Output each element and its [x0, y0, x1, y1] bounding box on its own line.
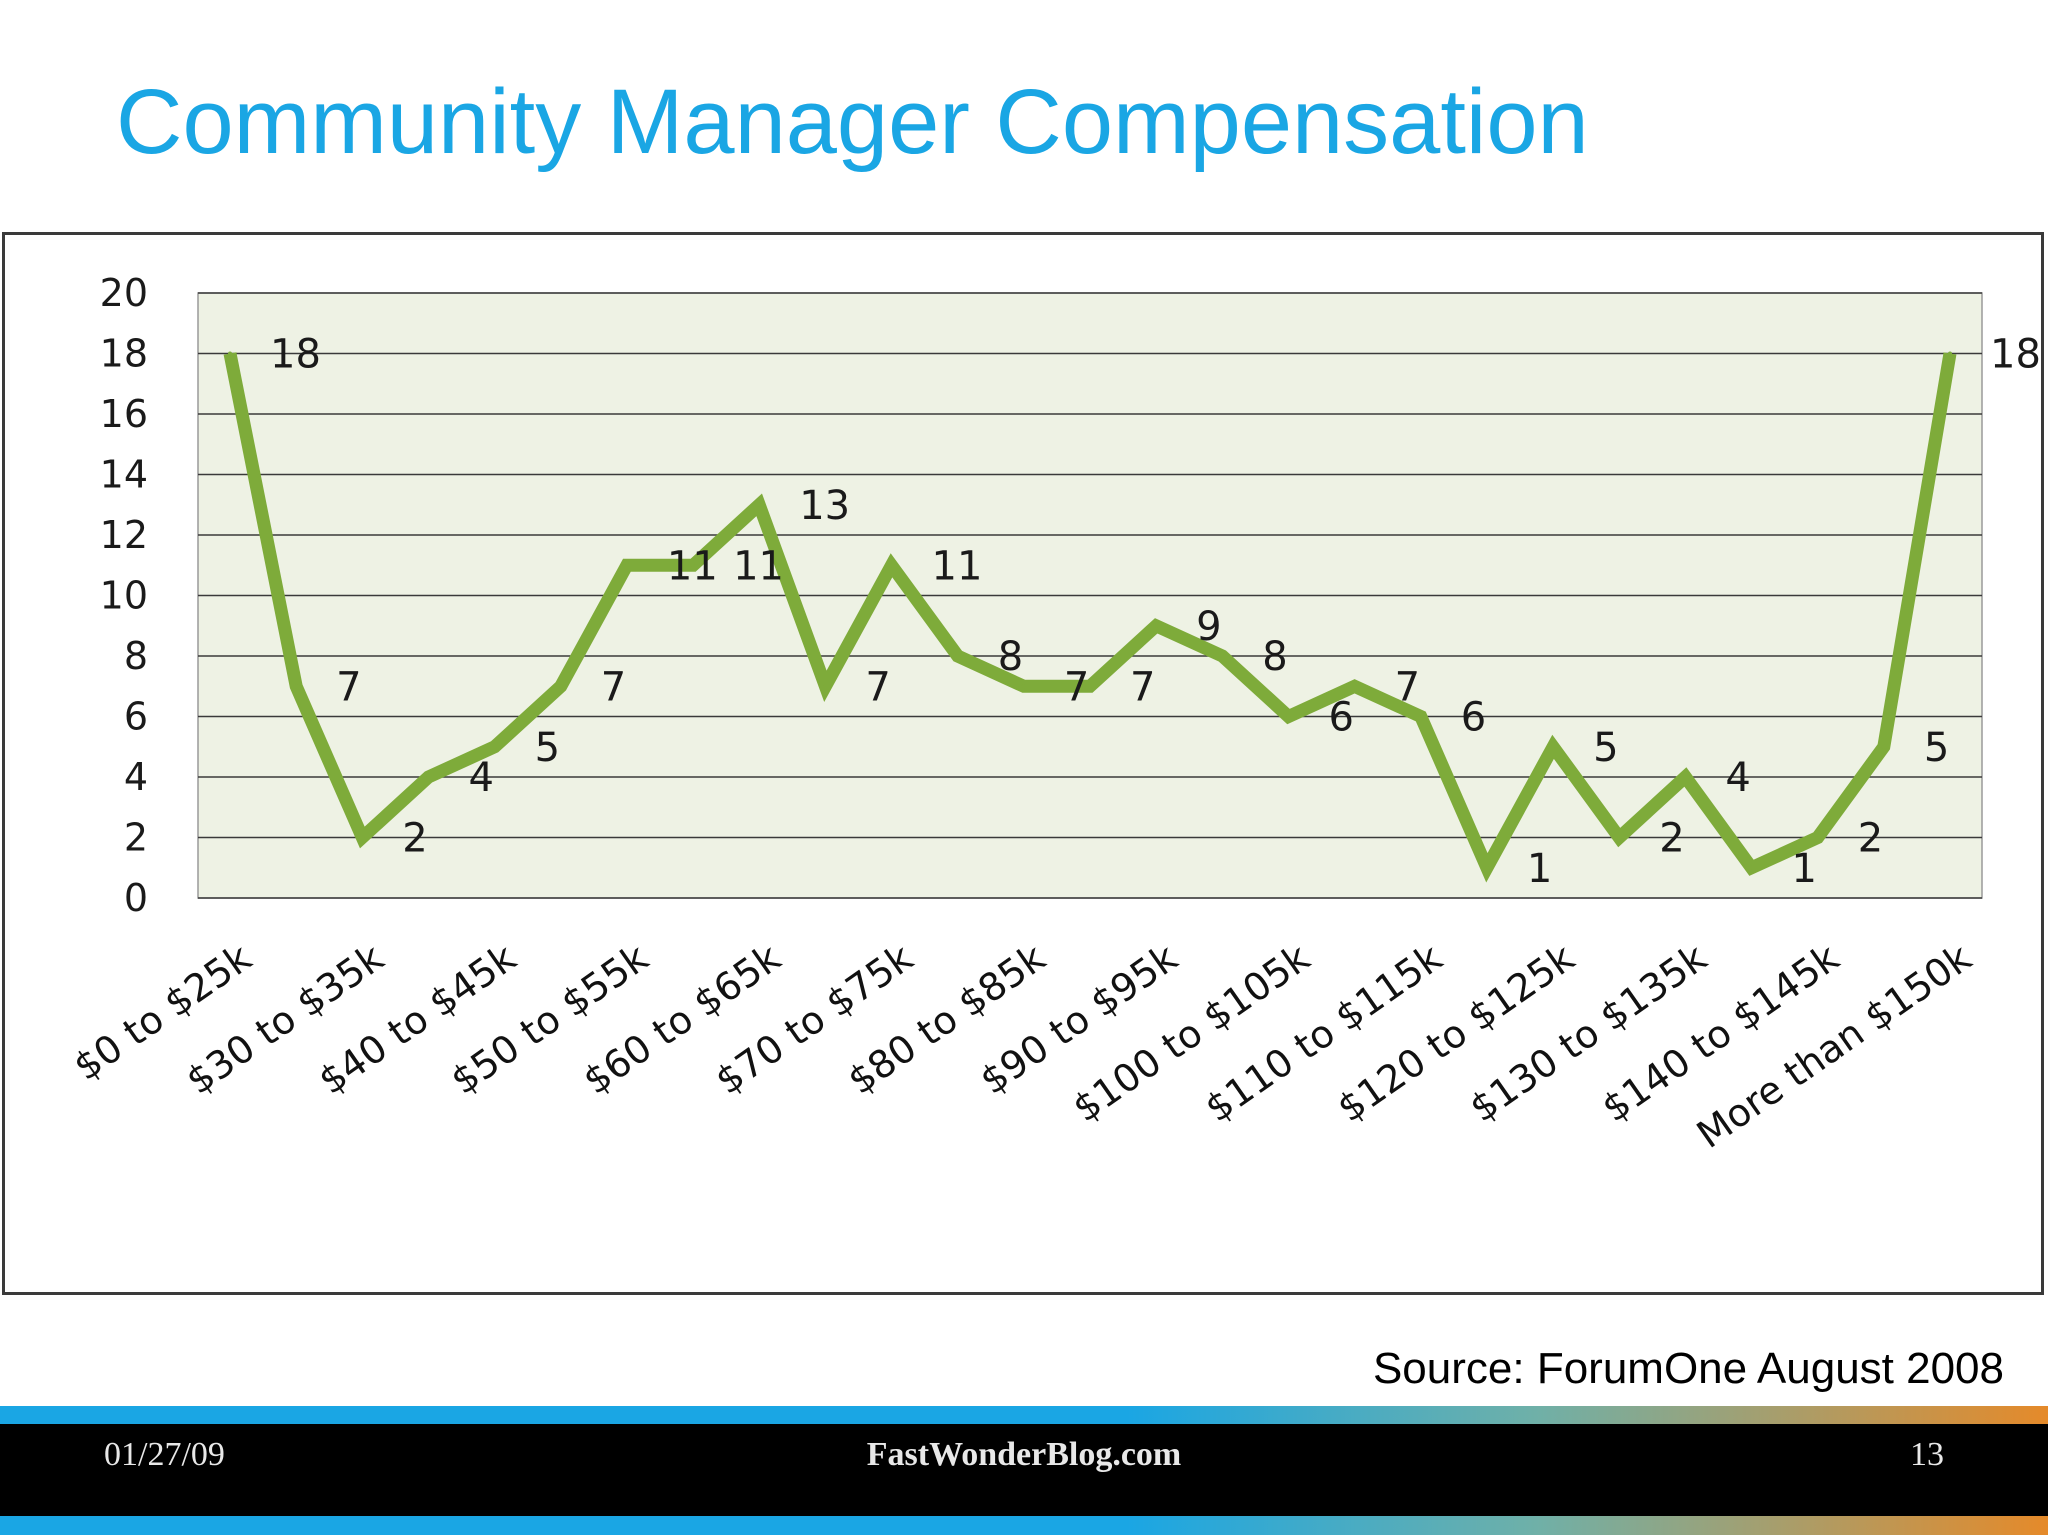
footer-stripe-top [0, 1406, 2048, 1424]
data-label: 4 [1725, 755, 1750, 801]
data-label: 6 [1328, 695, 1353, 741]
y-tick-label: 0 [124, 876, 148, 920]
data-label: 18 [270, 332, 321, 378]
data-label: 4 [468, 755, 493, 801]
y-tick-label: 18 [100, 332, 148, 376]
data-point [1881, 744, 1886, 749]
chart-frame: 0 2 4 6 8 10 12 14 16 18 20 $0 to $25k $30 to $35k $… [2, 232, 2044, 1295]
x-tick-label: $110 to $115k [1197, 935, 1450, 1130]
data-label: 7 [865, 664, 890, 710]
data-label: 9 [1196, 604, 1221, 650]
source-note: Source: ForumOne August 2008 [1372, 1344, 2004, 1393]
data-points [228, 351, 1952, 870]
data-point [1286, 714, 1291, 719]
y-tick-label: 8 [124, 634, 148, 678]
data-point [757, 502, 762, 507]
data-point [1551, 744, 1556, 749]
y-tick-label: 10 [100, 574, 148, 618]
data-label: 7 [1395, 664, 1420, 710]
data-label: 18 [1990, 332, 2041, 378]
data-label: 2 [1858, 816, 1883, 862]
data-point [1220, 654, 1225, 658]
data-point [624, 563, 629, 568]
data-label: 11 [733, 543, 784, 589]
data-point [360, 835, 365, 840]
footer-page-number: 13 [1910, 1436, 1944, 1473]
y-tick-label: 12 [100, 513, 148, 557]
y-axis-ticks: 0 2 4 6 8 10 12 14 16 18 20 [100, 271, 148, 920]
footer-date: 01/27/09 [104, 1436, 225, 1473]
data-point [1484, 865, 1489, 870]
data-point [1749, 865, 1754, 870]
data-label: 1 [1792, 846, 1817, 892]
data-label: 5 [1924, 725, 1949, 771]
data-point [294, 684, 299, 689]
page-title: Community Manager Compensation [116, 71, 1589, 173]
x-tick-label: $120 to $125k [1329, 935, 1582, 1130]
data-label: 8 [1262, 634, 1287, 680]
data-point [955, 654, 960, 658]
data-point [691, 563, 696, 568]
data-point [889, 563, 894, 568]
data-label: 7 [601, 664, 626, 710]
data-point [558, 684, 563, 689]
x-axis-ticks: $0 to $25k$30 to $35k$40 to $45k$50 to $… [66, 935, 1979, 1157]
y-tick-label: 14 [100, 453, 148, 497]
data-label: 1 [1527, 846, 1552, 892]
data-point [1815, 835, 1820, 840]
y-tick-label: 2 [124, 816, 148, 860]
footer-bar: 01/27/09 FastWonderBlog.com 13 [0, 1424, 2048, 1516]
data-label: 11 [667, 543, 718, 589]
data-label: 7 [1064, 664, 1089, 710]
gridlines [198, 292, 1982, 899]
data-point [1418, 714, 1423, 719]
y-tick-label: 4 [124, 755, 148, 799]
data-label: 11 [932, 543, 983, 589]
data-label: 6 [1461, 695, 1486, 741]
data-label: 2 [402, 816, 427, 862]
footer-stripe-bottom [0, 1516, 2048, 1535]
data-point [823, 684, 828, 689]
data-label: 2 [1659, 816, 1684, 862]
y-tick-label: 6 [124, 695, 148, 739]
data-label: 13 [799, 483, 850, 529]
data-point [1617, 835, 1622, 840]
data-label: 5 [1593, 725, 1618, 771]
data-point [1352, 684, 1357, 689]
footer-site: FastWonderBlog.com [866, 1436, 1182, 1473]
y-tick-label: 16 [100, 392, 148, 436]
data-point [1948, 351, 1952, 356]
data-point [1088, 684, 1092, 689]
data-point [228, 351, 232, 356]
data-label: 7 [336, 664, 361, 710]
data-point [1683, 775, 1688, 779]
data-point [1154, 623, 1159, 628]
y-tick-label: 20 [100, 271, 148, 315]
data-label: 5 [535, 725, 560, 771]
data-label: 7 [1130, 664, 1155, 710]
data-label: 8 [998, 634, 1023, 680]
data-point [426, 775, 431, 779]
data-point [492, 744, 497, 749]
data-point [1021, 684, 1026, 689]
x-tick-label: $100 to $105k [1065, 935, 1318, 1130]
x-tick-label: $130 to $135k [1462, 935, 1715, 1130]
